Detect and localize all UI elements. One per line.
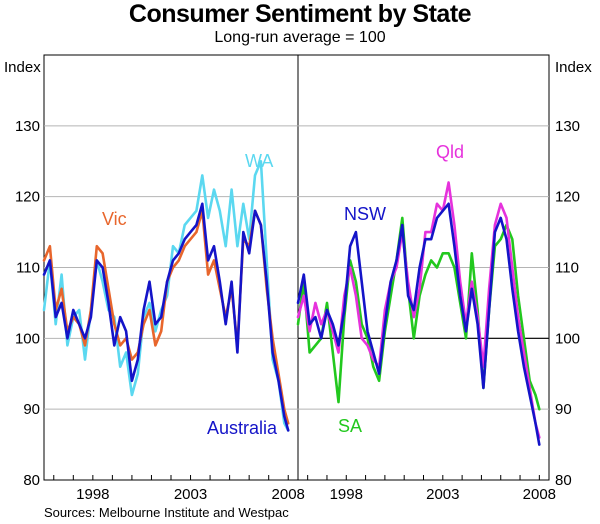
series-label-wa: WA	[245, 151, 273, 171]
y-axis-label-left: Index	[4, 59, 41, 76]
y-tick-left-100: 100	[15, 330, 40, 347]
x-tick-left-2008: 2008	[272, 486, 305, 503]
y-tick-right-100: 100	[555, 330, 580, 347]
y-axis-label-right: Index	[555, 59, 592, 76]
series-line-nsw	[296, 202, 541, 446]
y-tick-right-130: 130	[555, 118, 580, 135]
chart-subtitle: Long-run average = 100	[214, 29, 386, 46]
series-label-qld: Qld	[436, 142, 464, 162]
y-tick-left-110: 110	[16, 260, 40, 277]
y-tick-right-120: 120	[555, 189, 580, 206]
series-line-qld	[296, 181, 541, 439]
series-label-sa: SA	[338, 416, 362, 436]
x-tick-right-2003: 2003	[426, 486, 459, 503]
y-tick-left-130: 130	[15, 118, 40, 135]
x-tick-left-1998: 1998	[76, 486, 109, 503]
y-tick-left-90: 90	[23, 401, 40, 418]
series-line-australia	[42, 202, 290, 432]
labels-layer: 80 80 90 90 100 100 110 110 120 120 130 130 Index Ind…	[4, 59, 592, 503]
series-label-vic: Vic	[102, 209, 127, 229]
y-tick-right-110: 110	[555, 260, 579, 277]
x-tick-right-1998: 1998	[330, 486, 363, 503]
axes-layer	[43, 54, 550, 481]
lines-layer	[42, 160, 541, 446]
y-tick-right-80: 80	[555, 472, 572, 489]
series-label-nsw: NSW	[344, 204, 386, 224]
x-tick-right-2008: 2008	[523, 486, 556, 503]
y-tick-left-120: 120	[15, 189, 40, 206]
y-tick-left-80: 80	[23, 472, 40, 489]
series-line-sa	[296, 216, 541, 411]
y-tick-right-90: 90	[555, 401, 572, 418]
x-tick-left-2003: 2003	[174, 486, 207, 503]
source-note: Sources: Melbourne Institute and Westpac	[44, 505, 289, 520]
series-label-australia: Australia	[207, 418, 278, 438]
chart-title: Consumer Sentiment by State	[128, 0, 472, 28]
